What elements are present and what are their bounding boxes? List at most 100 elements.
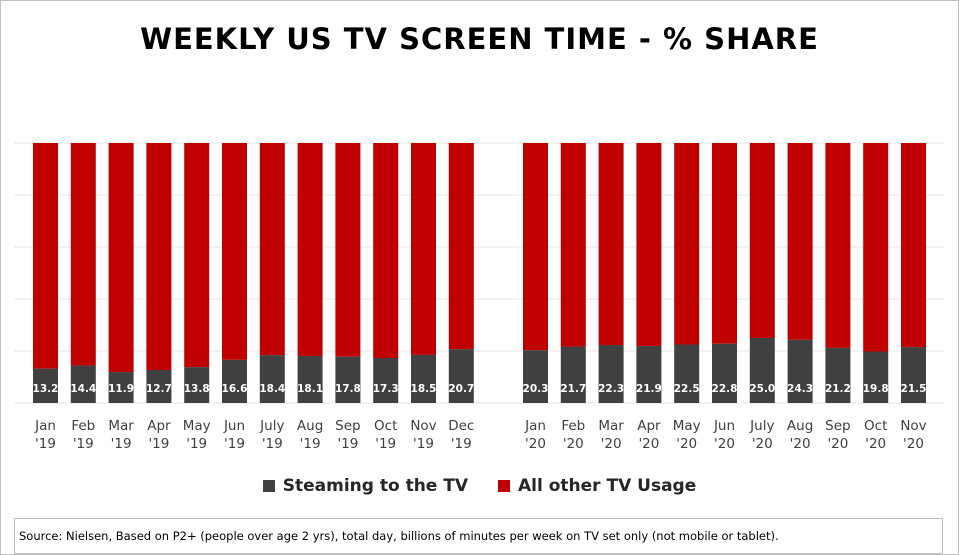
bar-other (373, 143, 399, 359)
bar-other (335, 143, 361, 357)
bar-streaming (674, 344, 700, 403)
data-label: 13.8 (184, 383, 210, 395)
tick-label-month: Feb (561, 418, 585, 434)
tick-label-month: Sep (335, 418, 360, 434)
bar-streaming (863, 351, 889, 403)
bar-other (749, 143, 775, 338)
bar-streaming (448, 349, 474, 403)
tick-label-year: '19 (262, 436, 283, 452)
bar-other (448, 143, 474, 350)
bar-other (674, 143, 700, 345)
data-label: 16.6 (222, 383, 248, 395)
data-label: 21.7 (560, 383, 586, 395)
bar-streaming (712, 343, 737, 403)
tick-label-month: Jun (713, 418, 735, 434)
tick-label-month: Oct (374, 418, 397, 434)
tick-label-year: '20 (827, 436, 848, 452)
bar-streaming (222, 359, 247, 403)
data-label: 12.7 (146, 383, 172, 395)
tick-label-year: '20 (676, 436, 697, 452)
bar-streaming (825, 347, 851, 403)
tick-label-year: '19 (375, 436, 396, 452)
tick-label-month: Apr (147, 418, 171, 434)
legend-swatch-other (498, 480, 511, 492)
bar-other (297, 143, 323, 356)
bar-other (901, 143, 926, 348)
tick-label-month: May (673, 418, 701, 434)
bar-streaming (33, 368, 58, 403)
data-label: 18.5 (411, 383, 437, 395)
bar-streaming (749, 338, 775, 403)
tick-label-year: '19 (224, 436, 245, 452)
tick-label-year: '19 (111, 436, 132, 452)
tick-label-month: Mar (598, 418, 624, 434)
bar-streaming (297, 355, 323, 403)
data-label: 20.3 (523, 383, 549, 395)
chart-plot: 13.2 Jan '19 14.4 Feb '19 11.9 Mar '19 12.7 Apr '19… (14, 142, 944, 452)
tick-label-year: '20 (601, 436, 622, 452)
bar-other (825, 143, 851, 348)
data-label: 14.4 (70, 383, 96, 395)
data-label: 13.2 (33, 383, 59, 395)
tick-label-month: Oct (864, 418, 887, 434)
bar-other (222, 143, 247, 360)
tick-label-month: Jun (223, 418, 245, 434)
bar-streaming (184, 367, 210, 403)
data-label: 22.3 (598, 383, 624, 395)
bar-other (411, 143, 436, 355)
tick-label-month: May (183, 418, 211, 434)
data-label: 24.3 (787, 383, 813, 395)
legend-swatch-streaming (262, 480, 275, 492)
bar-streaming (636, 346, 662, 403)
data-label: 11.9 (108, 383, 134, 395)
bar-streaming (411, 354, 436, 403)
tick-label-year: '20 (563, 436, 584, 452)
bar-other (712, 143, 737, 344)
bar-streaming (108, 372, 134, 403)
tick-label-year: '20 (865, 436, 886, 452)
bar-other (33, 143, 58, 369)
tick-label-year: '20 (903, 436, 924, 452)
data-label: 17.3 (373, 383, 399, 395)
data-label: 20.7 (448, 383, 474, 395)
tick-label-year: '20 (638, 436, 659, 452)
tick-label-year: '20 (714, 436, 735, 452)
legend-item-other: All other TV Usage (498, 476, 696, 496)
tick-label-year: '19 (413, 436, 434, 452)
tick-label-year: '19 (186, 436, 207, 452)
tick-label-month: Dec (448, 418, 474, 434)
tick-label-year: '20 (790, 436, 811, 452)
bar-other (598, 143, 624, 346)
legend-item-streaming: Steaming to the TV (262, 476, 469, 496)
chart-title: WEEKLY US TV SCREEN TIME - % SHARE (140, 22, 819, 56)
legend-label-streaming: Steaming to the TV (282, 476, 469, 496)
bar-other (523, 143, 548, 351)
bar-streaming (523, 350, 548, 403)
data-label: 22.5 (674, 383, 700, 395)
tick-label-year: '19 (148, 436, 169, 452)
legend: Steaming to the TV All other TV Usage (0, 476, 959, 496)
bar-streaming (373, 358, 399, 403)
bar-other (636, 143, 662, 347)
data-label: 17.8 (335, 383, 361, 395)
bar-other (560, 143, 586, 347)
tick-label-year: '19 (451, 436, 472, 452)
tick-label-month: Mar (108, 418, 134, 434)
bar-streaming (335, 356, 361, 403)
tick-label-year: '20 (752, 436, 773, 452)
bar-streaming (598, 345, 624, 403)
tick-label-month: Jan (524, 418, 546, 434)
legend-label-other: All other TV Usage (518, 476, 697, 496)
bar-other (863, 143, 889, 352)
tick-label-month: Feb (71, 418, 95, 434)
data-label: 21.5 (901, 383, 927, 395)
bar-streaming (70, 365, 96, 403)
tick-label-year: '20 (525, 436, 546, 452)
tick-label-month: Apr (637, 418, 661, 434)
bar-other (70, 143, 96, 366)
data-label: 25.0 (749, 383, 775, 395)
bar-streaming (901, 347, 926, 403)
tick-label-month: Nov (410, 418, 436, 434)
bar-other (108, 143, 134, 373)
bar-streaming (146, 369, 172, 403)
